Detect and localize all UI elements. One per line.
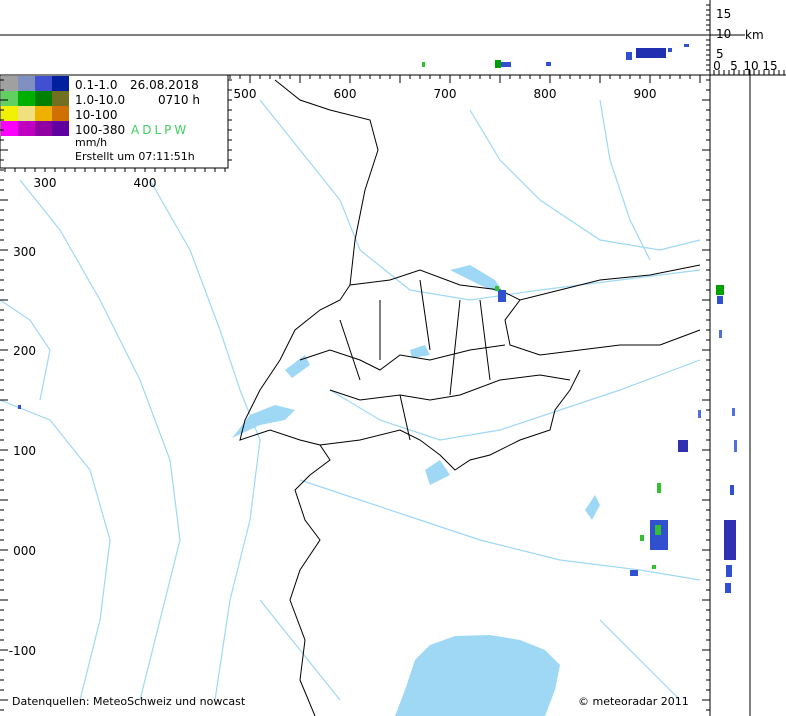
x-coord-label: 800 <box>534 87 557 101</box>
legend-class: 0.1-1.0 <box>75 78 118 92</box>
y-coord-label: -100 <box>9 644 36 658</box>
x-coord-label: 700 <box>434 87 457 101</box>
distance-label: 5 <box>730 59 738 73</box>
legend-created: Erstellt um 07:11:51h <box>75 150 195 163</box>
legend-class: 10-100 <box>75 108 118 122</box>
legend-class: 1.0-10.0 <box>75 93 125 107</box>
map-borders <box>239 79 701 716</box>
legend-time: 0710 h <box>158 93 200 107</box>
footer-sources: Datenquellen: MeteoSchweiz und nowcast <box>12 695 246 708</box>
legend-sources-code: ADLPW <box>131 123 189 137</box>
profile-echoes <box>422 44 737 593</box>
map-water <box>232 265 600 716</box>
height-label: 15 <box>716 7 731 21</box>
map-echoes <box>18 286 701 576</box>
x-coord-label: 600 <box>334 87 357 101</box>
distance-label: 15 <box>762 59 777 73</box>
height-label: 5 <box>716 47 724 61</box>
x-coord-label: 900 <box>634 87 657 101</box>
legend-swatches <box>1 76 69 136</box>
height-label: 10 <box>716 27 731 41</box>
y-coord-label: 300 <box>13 245 36 259</box>
y-coord-label: 000 <box>13 544 36 558</box>
profile-unit: km <box>745 28 764 42</box>
legend-unit: mm/h <box>75 136 107 149</box>
footer-copyright: © meteoradar 2011 <box>578 695 689 708</box>
legend-class: 100-380 <box>75 123 125 137</box>
distance-label: 10 <box>743 59 758 73</box>
x-coord-label: 400 <box>134 176 157 190</box>
legend-date: 26.08.2018 <box>130 78 199 92</box>
x-coord-label: 500 <box>234 87 257 101</box>
y-coord-label: 100 <box>13 444 36 458</box>
map-rivers <box>0 99 701 701</box>
y-coord-label: 200 <box>13 344 36 358</box>
distance-label: 0 <box>713 59 721 73</box>
x-coord-label: 300 <box>34 176 57 190</box>
